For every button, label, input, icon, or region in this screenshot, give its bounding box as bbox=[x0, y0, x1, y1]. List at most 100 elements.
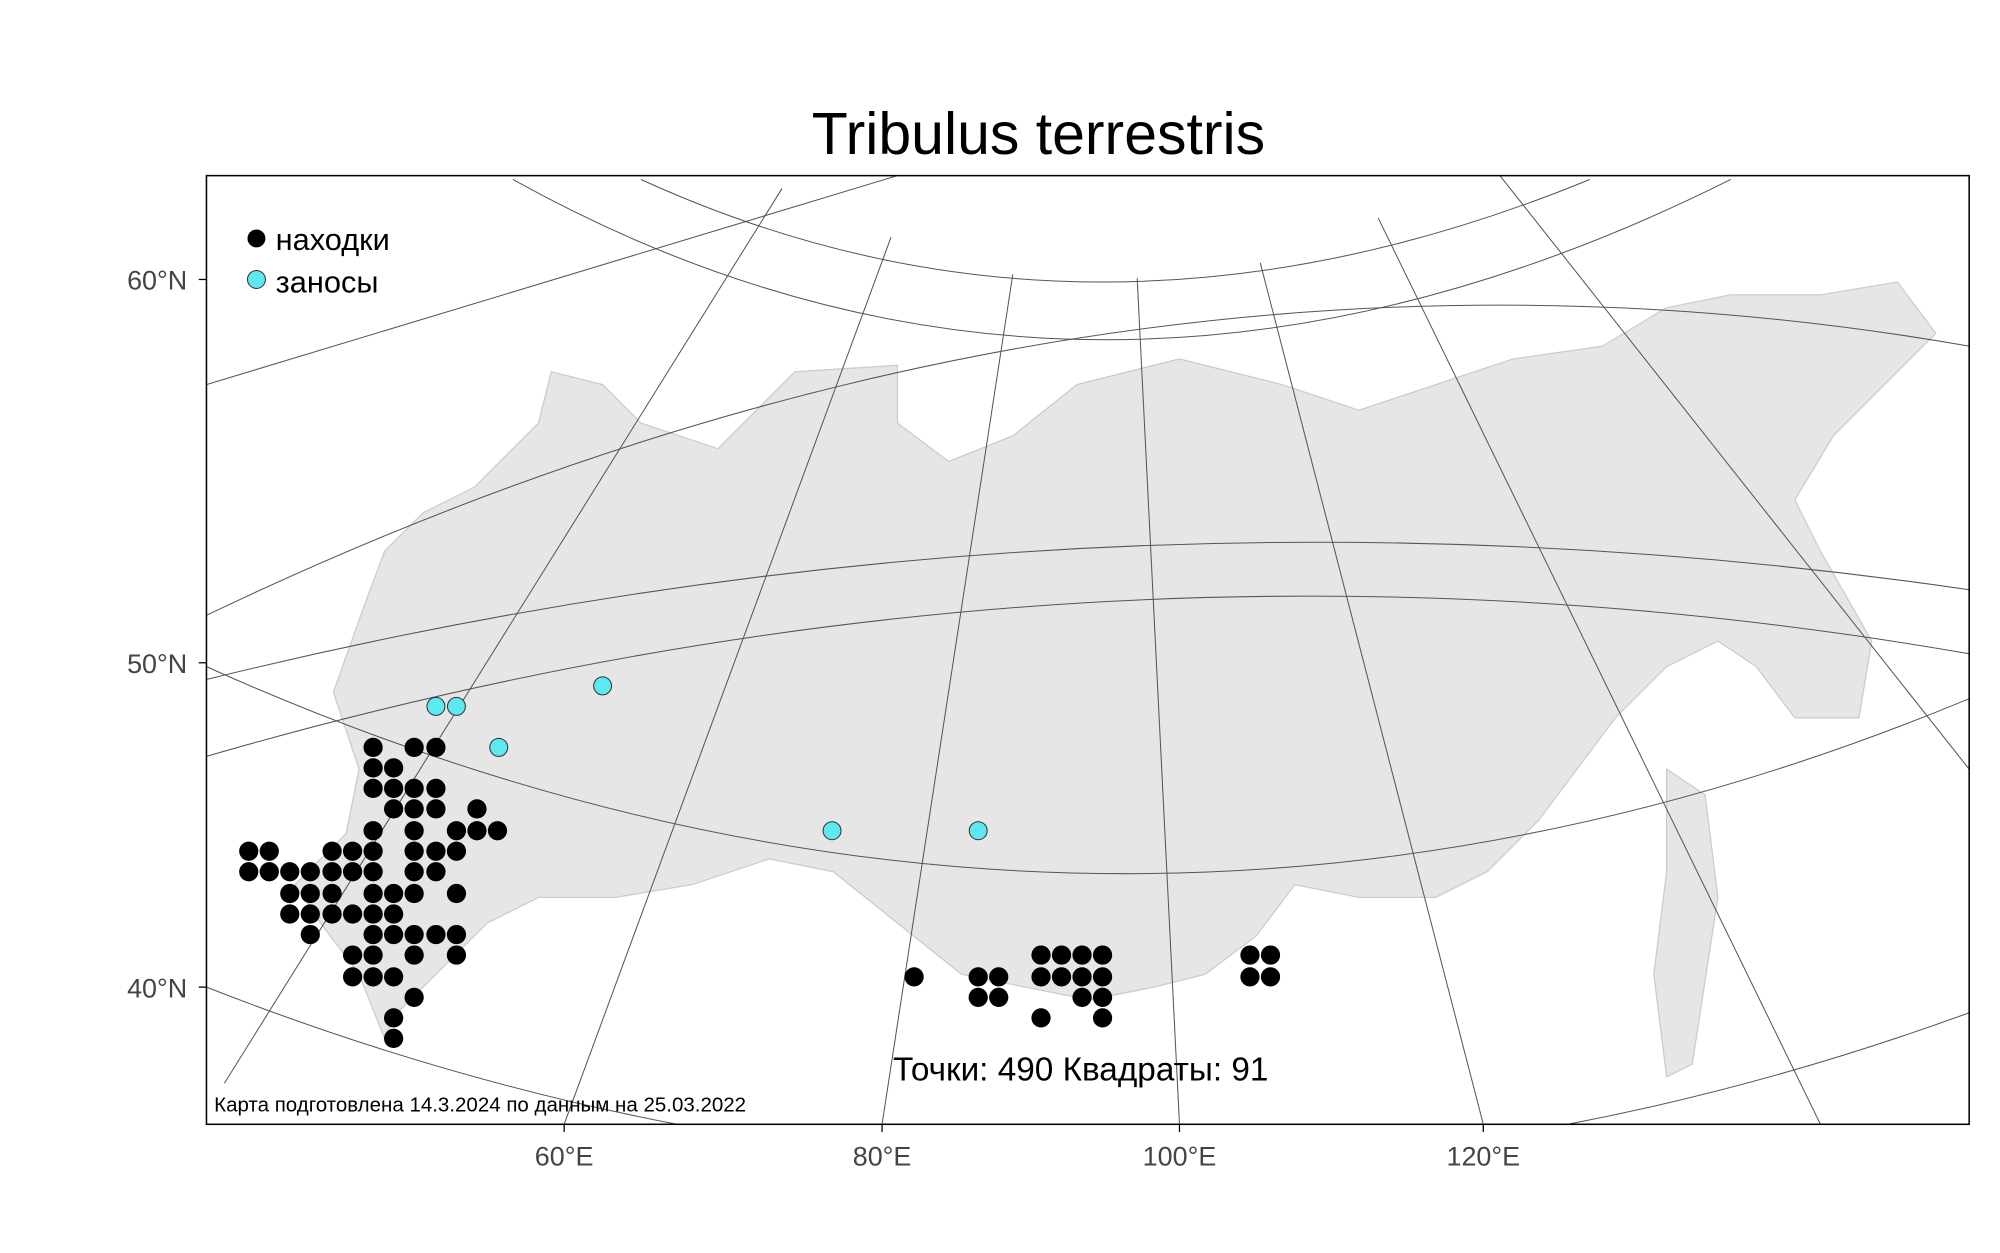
find-dot bbox=[280, 883, 300, 904]
land bbox=[294, 281, 1937, 1040]
find-dot bbox=[363, 945, 383, 965]
map-body bbox=[206, 175, 1970, 1125]
find-dot bbox=[404, 883, 424, 904]
find-dot bbox=[363, 821, 383, 841]
find-dot bbox=[446, 841, 467, 861]
find-dot bbox=[384, 967, 404, 987]
find-dot bbox=[342, 945, 363, 965]
find-dot bbox=[384, 924, 404, 945]
find-dot bbox=[342, 967, 363, 987]
find-dot bbox=[426, 862, 446, 882]
legend-marker bbox=[247, 229, 266, 248]
find-dot bbox=[1240, 967, 1260, 987]
find-dot bbox=[1051, 945, 1072, 965]
find-dot bbox=[384, 883, 404, 904]
find-dot bbox=[426, 799, 446, 819]
find-dot bbox=[446, 821, 467, 841]
find-dot bbox=[426, 841, 446, 861]
find-dot bbox=[446, 924, 467, 945]
find-dot bbox=[426, 924, 446, 945]
finds bbox=[239, 737, 1281, 1049]
lon-label: 60°E bbox=[535, 1141, 594, 1171]
find-dot bbox=[259, 862, 279, 882]
legend-label: находки bbox=[276, 222, 390, 257]
find-dot bbox=[300, 883, 320, 904]
find-dot bbox=[322, 841, 342, 861]
introduction-dot bbox=[968, 821, 988, 841]
find-dot bbox=[363, 778, 383, 799]
find-dot bbox=[384, 1008, 404, 1028]
introduction-dot bbox=[426, 696, 446, 716]
legend-label: заносы bbox=[276, 264, 379, 299]
find-dot bbox=[1072, 945, 1092, 965]
find-dot bbox=[259, 841, 279, 861]
find-dot bbox=[300, 924, 320, 945]
find-dot bbox=[342, 904, 363, 924]
find-dot bbox=[1072, 967, 1092, 987]
find-dot bbox=[363, 883, 383, 904]
find-dot bbox=[342, 841, 363, 861]
find-dot bbox=[1092, 987, 1113, 1007]
graticule bbox=[206, 175, 1970, 1125]
find-dot bbox=[1031, 1008, 1051, 1028]
find-dot bbox=[1051, 967, 1072, 987]
find-dot bbox=[404, 821, 424, 841]
find-dot bbox=[322, 904, 342, 924]
find-dot bbox=[384, 758, 404, 778]
find-dot bbox=[404, 737, 424, 758]
lat-label: 60°N bbox=[127, 266, 187, 296]
find-dot bbox=[1031, 967, 1051, 987]
find-dot bbox=[1260, 945, 1281, 965]
find-dot bbox=[989, 967, 1009, 987]
find-dot bbox=[322, 883, 342, 904]
map-frame bbox=[205, 174, 1970, 1126]
find-dot bbox=[363, 904, 383, 924]
lon-label: 120°E bbox=[1446, 1141, 1520, 1171]
find-dot bbox=[300, 904, 320, 924]
introduction-dot bbox=[489, 737, 509, 757]
find-dot bbox=[239, 862, 259, 882]
find-dot bbox=[968, 967, 988, 987]
lon-label: 100°E bbox=[1143, 1141, 1217, 1171]
lat-label: 40°N bbox=[127, 973, 187, 1003]
find-dot bbox=[1240, 945, 1260, 965]
note: Карта подготовлена 14.3.2024 по данным н… bbox=[214, 1093, 746, 1116]
lat-label: 50°N bbox=[127, 649, 187, 679]
find-dot bbox=[300, 862, 320, 882]
introduction-dot bbox=[822, 821, 842, 841]
introduction-dot bbox=[446, 696, 466, 716]
find-dot bbox=[1072, 987, 1092, 1007]
find-dot bbox=[363, 924, 383, 945]
ticks bbox=[198, 278, 1484, 1132]
find-dot bbox=[384, 778, 404, 799]
find-dot bbox=[404, 862, 424, 882]
find-dot bbox=[280, 904, 300, 924]
find-dot bbox=[404, 799, 424, 819]
find-dot bbox=[384, 1028, 404, 1049]
find-dot bbox=[404, 841, 424, 861]
find-dot bbox=[487, 821, 508, 841]
summary: Точки: 490 Квадраты: 91 bbox=[893, 1052, 1268, 1089]
find-dot bbox=[363, 967, 383, 987]
find-dot bbox=[404, 924, 424, 945]
find-dot bbox=[1092, 1008, 1113, 1028]
find-dot bbox=[1260, 967, 1281, 987]
find-dot bbox=[404, 945, 424, 965]
find-dot bbox=[1031, 945, 1051, 965]
find-dot bbox=[363, 862, 383, 882]
introduction-dot bbox=[593, 676, 613, 696]
legend-marker bbox=[246, 269, 266, 289]
find-dot bbox=[363, 737, 383, 758]
find-dot bbox=[404, 987, 424, 1007]
find-dot bbox=[239, 841, 259, 861]
find-dot bbox=[404, 778, 424, 799]
introductions bbox=[426, 676, 988, 841]
find-dot bbox=[280, 862, 300, 882]
find-dot bbox=[426, 737, 446, 758]
find-dot bbox=[446, 945, 467, 965]
find-dot bbox=[363, 758, 383, 778]
find-dot bbox=[467, 821, 487, 841]
find-dot bbox=[446, 883, 467, 904]
